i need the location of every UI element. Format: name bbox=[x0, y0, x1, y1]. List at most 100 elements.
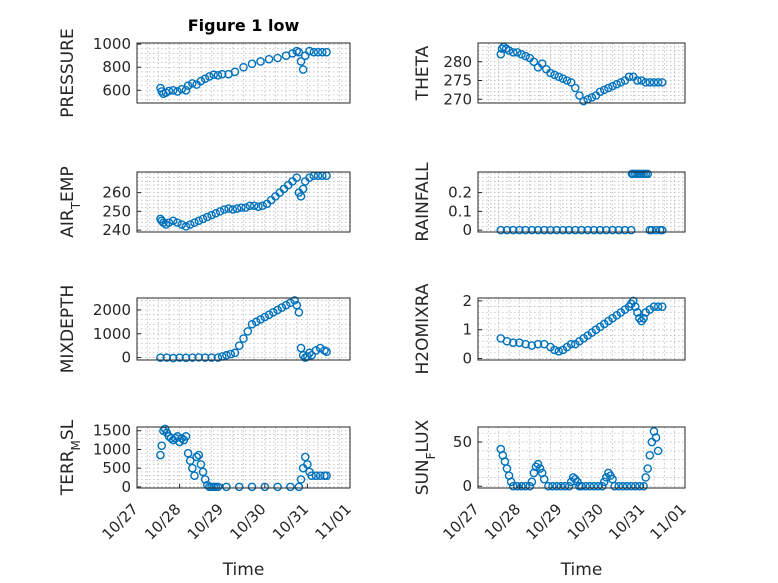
y-axis-label: PRESSURE bbox=[58, 28, 78, 117]
data-point bbox=[604, 83, 613, 93]
x-tick-label: 10/31 bbox=[605, 500, 648, 543]
data-point bbox=[232, 204, 242, 213]
data-point bbox=[527, 477, 537, 487]
subplot-rainfall: 00.10.2 RAINFALL bbox=[413, 162, 686, 242]
x-tick-label: 10/27 bbox=[99, 500, 142, 543]
data-point bbox=[200, 74, 210, 84]
data-point bbox=[554, 347, 564, 356]
data-point bbox=[256, 57, 265, 66]
data-point bbox=[626, 225, 636, 235]
data-point bbox=[562, 76, 572, 85]
data-point bbox=[298, 184, 308, 194]
y-tick-label: 800 bbox=[102, 58, 131, 76]
data-point bbox=[269, 308, 278, 317]
data-point bbox=[558, 225, 568, 235]
data-point bbox=[228, 205, 238, 214]
data-point bbox=[264, 310, 274, 319]
data-point bbox=[653, 302, 663, 311]
data-point bbox=[307, 471, 316, 480]
data-point bbox=[496, 49, 506, 59]
data-point bbox=[164, 86, 174, 96]
data-point bbox=[550, 70, 559, 80]
data-point bbox=[234, 482, 244, 492]
data-point bbox=[579, 96, 588, 106]
data-point bbox=[286, 482, 295, 492]
data-point bbox=[643, 169, 653, 179]
data-point bbox=[639, 313, 648, 323]
data-point bbox=[517, 481, 526, 491]
data-point bbox=[564, 225, 574, 235]
data-point bbox=[234, 341, 244, 350]
data-point bbox=[657, 78, 667, 87]
data-point bbox=[305, 46, 314, 56]
y-tick-label: 1 bbox=[462, 321, 472, 339]
data-point bbox=[581, 481, 590, 491]
data-point bbox=[254, 202, 263, 211]
data-point bbox=[620, 225, 630, 235]
data-point bbox=[645, 78, 655, 87]
y-tick-label: 50 bbox=[453, 433, 472, 451]
data-point bbox=[226, 349, 236, 359]
axes-box bbox=[477, 42, 686, 104]
data-point bbox=[213, 71, 223, 80]
data-point bbox=[616, 78, 626, 87]
data-point bbox=[239, 62, 248, 72]
y-tick-label: 0.1 bbox=[448, 202, 472, 220]
data-point bbox=[200, 353, 210, 362]
series-markers bbox=[156, 171, 331, 231]
data-point bbox=[554, 72, 564, 82]
series-markers bbox=[156, 424, 331, 492]
data-point bbox=[277, 303, 287, 312]
data-point bbox=[243, 327, 253, 336]
data-point bbox=[602, 225, 611, 235]
data-point bbox=[303, 460, 312, 469]
data-point bbox=[560, 481, 570, 491]
data-point bbox=[318, 47, 327, 57]
data-point bbox=[190, 471, 199, 480]
data-point bbox=[188, 353, 197, 362]
data-point bbox=[222, 350, 231, 360]
x-tick-label: 10/30 bbox=[226, 500, 269, 543]
data-point bbox=[264, 54, 274, 64]
data-point bbox=[315, 343, 325, 353]
data-point bbox=[508, 48, 518, 57]
data-point bbox=[610, 481, 619, 491]
series-markers bbox=[156, 46, 331, 99]
data-point bbox=[311, 346, 321, 355]
y-tick-label: 1500 bbox=[93, 422, 131, 440]
data-point bbox=[558, 74, 568, 83]
axes-box bbox=[136, 42, 351, 104]
data-point bbox=[196, 76, 206, 86]
y-tick-label: 2 bbox=[462, 292, 472, 310]
data-point bbox=[209, 70, 218, 80]
data-point bbox=[608, 81, 617, 91]
axes-box bbox=[136, 297, 351, 361]
y-tick-label: 1000 bbox=[93, 325, 131, 343]
data-point bbox=[566, 78, 576, 87]
y-tick-label: 270 bbox=[443, 90, 472, 108]
data-point bbox=[552, 225, 561, 235]
series-markers bbox=[156, 296, 331, 363]
x-tick-label: 10/29 bbox=[184, 500, 227, 543]
y-tick-label: 0 bbox=[121, 349, 131, 367]
data-point bbox=[162, 353, 172, 362]
data-point bbox=[502, 336, 512, 346]
data-point bbox=[258, 201, 267, 211]
data-point bbox=[175, 353, 184, 362]
data-point bbox=[237, 203, 246, 212]
axes-box bbox=[136, 426, 351, 489]
data-point bbox=[533, 339, 543, 349]
x-tick-label: 10/31 bbox=[269, 500, 312, 543]
data-point bbox=[315, 471, 325, 480]
y-tick-label: 240 bbox=[102, 221, 131, 239]
data-point bbox=[157, 441, 167, 451]
data-point bbox=[173, 432, 182, 441]
data-point bbox=[521, 51, 530, 61]
x-tick-label: 10/29 bbox=[522, 500, 565, 543]
data-point bbox=[628, 296, 638, 306]
data-point bbox=[529, 57, 539, 67]
data-point bbox=[599, 85, 609, 95]
data-point bbox=[164, 218, 174, 227]
